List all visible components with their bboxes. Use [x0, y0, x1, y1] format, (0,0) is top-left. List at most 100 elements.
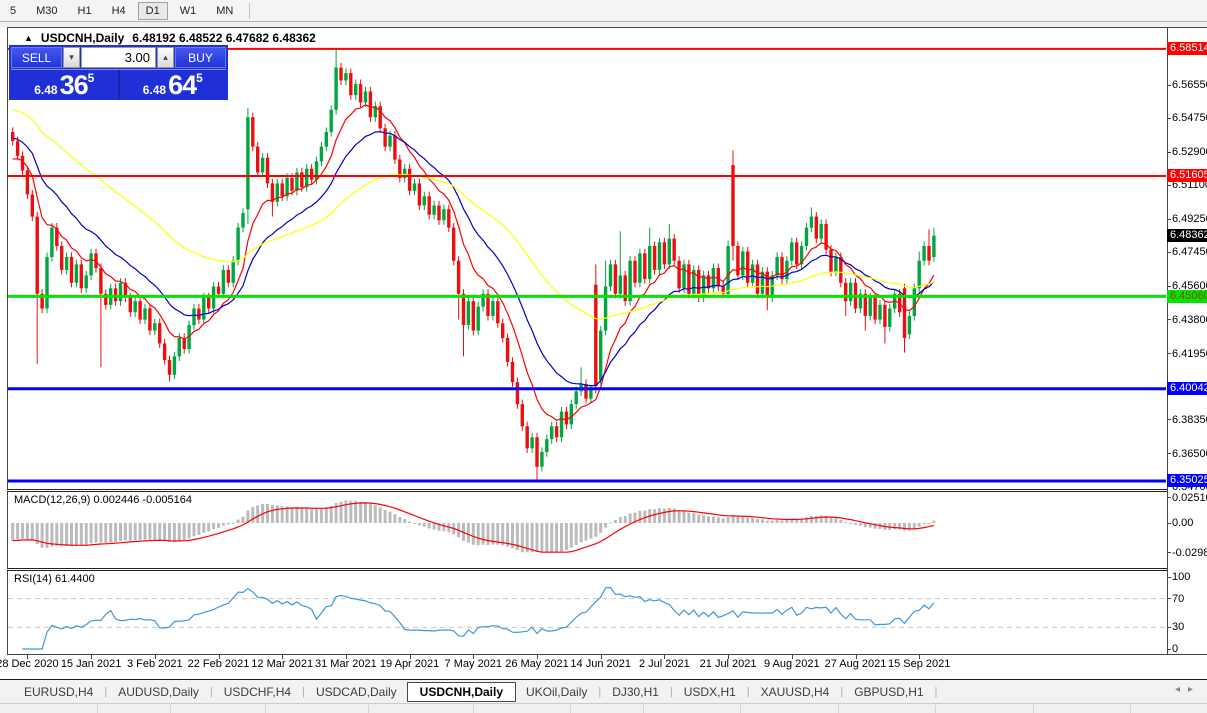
price-axis[interactable]	[1167, 27, 1207, 655]
chart-tab-usdchf[interactable]: USDCHF,H4	[223, 684, 292, 699]
chart-tab-gbpusd[interactable]: GBPUSD,H1	[854, 684, 924, 699]
status-cell-separator	[643, 705, 644, 713]
chart-tab-xauusd[interactable]: XAUUSD,H4	[760, 684, 830, 699]
tab-scroll-arrows: ◂▸	[1175, 684, 1201, 695]
date-tick	[728, 655, 730, 659]
panel-divider[interactable]	[7, 489, 1167, 492]
ask-price-big-digits: 64	[168, 70, 197, 100]
timeframe-button-5[interactable]: 5	[10, 4, 17, 17]
rsi-tick	[1167, 648, 1171, 650]
ma-fast-line	[12, 104, 935, 421]
date-tick	[218, 655, 220, 659]
date-tick	[409, 655, 411, 659]
date-label: 15 Jan 2021	[60, 658, 122, 670]
rsi-indicator-canvas[interactable]	[8, 571, 1166, 654]
price-tick-label: 6.43800	[1172, 313, 1207, 326]
date-label: 9 Aug 2021	[763, 658, 820, 670]
timeframe-button-h4[interactable]: H4	[111, 4, 126, 17]
status-cell-separator	[740, 705, 741, 713]
rsi-tick-label: 0	[1172, 643, 1179, 655]
price-tick	[1167, 285, 1171, 287]
ask-price-pipette: 5	[196, 71, 203, 85]
volume-increase-button[interactable]: ▴	[157, 47, 174, 68]
level-badge-6.58514: 6.58514	[1167, 42, 1207, 56]
tab-scroll-left-icon[interactable]: ◂	[1174, 684, 1188, 695]
price-tick	[1167, 419, 1171, 421]
price-tick-label: 6.56550	[1172, 79, 1207, 92]
status-bar	[0, 703, 1207, 713]
price-tick-label: 6.45600	[1172, 280, 1207, 293]
timeframe-button-w1[interactable]: W1	[179, 4, 197, 17]
volume-input[interactable]: 3.00	[81, 47, 156, 68]
macd-tick	[1167, 552, 1171, 554]
date-label: 31 Mar 2021	[315, 658, 377, 670]
price-tick	[1167, 184, 1171, 186]
price-tick	[1167, 353, 1171, 355]
timeframe-button-m30[interactable]: M30	[36, 4, 58, 17]
buy-button[interactable]: BUY	[175, 47, 226, 68]
tab-scroll-right-icon[interactable]: ▸	[1187, 684, 1201, 695]
date-label: 26 May 2021	[505, 658, 569, 670]
timeframe-button-mn[interactable]: MN	[216, 4, 234, 17]
rsi-tick	[1167, 576, 1171, 578]
macd-tick-label: -0.02988	[1172, 546, 1207, 559]
price-tick-label: 6.54750	[1172, 112, 1207, 125]
rsi-line	[22, 586, 935, 650]
timeframe-button-h1[interactable]: H1	[77, 4, 92, 17]
date-axis[interactable]: 28 Dec 2020 15 Jan 2021 3 Feb 2021 22 Feb 2…	[0, 655, 1167, 678]
price-tick	[1167, 251, 1171, 253]
volume-decrease-button[interactable]: ▾	[63, 47, 80, 68]
ask-price[interactable]: 6.48 64 5	[117, 70, 227, 100]
date-label: 28 Dec 2020	[0, 658, 59, 670]
price-tick	[1167, 319, 1171, 321]
rsi-tick-label: 100	[1172, 571, 1191, 583]
macd-indicator-canvas[interactable]	[8, 492, 1166, 568]
date-tick	[664, 655, 666, 659]
chart-tab-usdx[interactable]: USDX,H1	[683, 684, 736, 699]
chart-tab-ukoil[interactable]: UKOil,Daily	[526, 684, 588, 699]
price-tick	[1167, 453, 1171, 455]
status-cell-separator	[1033, 705, 1034, 713]
date-tick	[919, 655, 921, 659]
chevron-up-icon: ▴	[163, 52, 168, 62]
date-tick	[600, 655, 602, 659]
chart-tab-dj30[interactable]: DJ30,H1	[612, 684, 659, 699]
chart-tab-usdcnh[interactable]: USDCNH,Daily	[406, 681, 517, 702]
rsi-tick-label: 70	[1172, 592, 1185, 605]
main-chart-canvas[interactable]	[8, 28, 1166, 489]
date-label: 22 Feb 2021	[187, 658, 250, 670]
panel-divider[interactable]	[7, 568, 1167, 571]
date-tick	[154, 655, 156, 659]
tab-separator: |	[746, 685, 750, 698]
date-tick	[473, 655, 475, 659]
tab-separator: |	[302, 685, 305, 698]
chart-tab-eurusd[interactable]: EURUSD,H4	[24, 684, 94, 699]
status-cell-separator	[935, 705, 936, 713]
date-tick	[537, 655, 538, 659]
date-tick	[282, 655, 284, 659]
status-cell-separator	[368, 705, 369, 713]
level-badge-6.45060: 6.45060	[1167, 289, 1207, 303]
timeframe-button-d1[interactable]: D1	[137, 1, 168, 20]
date-tick	[855, 655, 857, 659]
date-label: 3 Feb 2021	[126, 658, 183, 670]
level-badge-6.40042: 6.40042	[1167, 382, 1207, 396]
status-cell-separator	[170, 705, 171, 713]
chart-ohlc-readout: 6.48192 6.48522 6.47682 6.48362	[132, 31, 316, 45]
date-label: 14 Jun 2021	[570, 658, 631, 670]
ask-price-prefix: 6.48	[142, 83, 167, 97]
tab-separator: |	[598, 685, 602, 698]
date-label: 7 May 2021	[444, 658, 503, 670]
sell-button[interactable]: SELL	[11, 47, 62, 68]
ma-mid-line	[12, 131, 935, 387]
status-cell-separator	[1130, 705, 1131, 713]
level-badge-6.51605: 6.51605	[1167, 169, 1207, 183]
chart-tab-usdcad[interactable]: USDCAD,Daily	[315, 684, 397, 699]
rsi-tick-label: 30	[1172, 621, 1185, 634]
chart-tab-bar: EURUSD,H4 | AUDUSD,Daily | USDCHF,H4 | USDCAD,…	[0, 679, 1207, 703]
tab-separator: |	[104, 685, 108, 698]
chart-tab-audusd[interactable]: AUDUSD,Daily	[118, 684, 199, 699]
bid-price[interactable]: 6.48 36 5	[11, 70, 118, 99]
chart-collapse-arrow-icon[interactable]: ▲	[24, 33, 33, 43]
